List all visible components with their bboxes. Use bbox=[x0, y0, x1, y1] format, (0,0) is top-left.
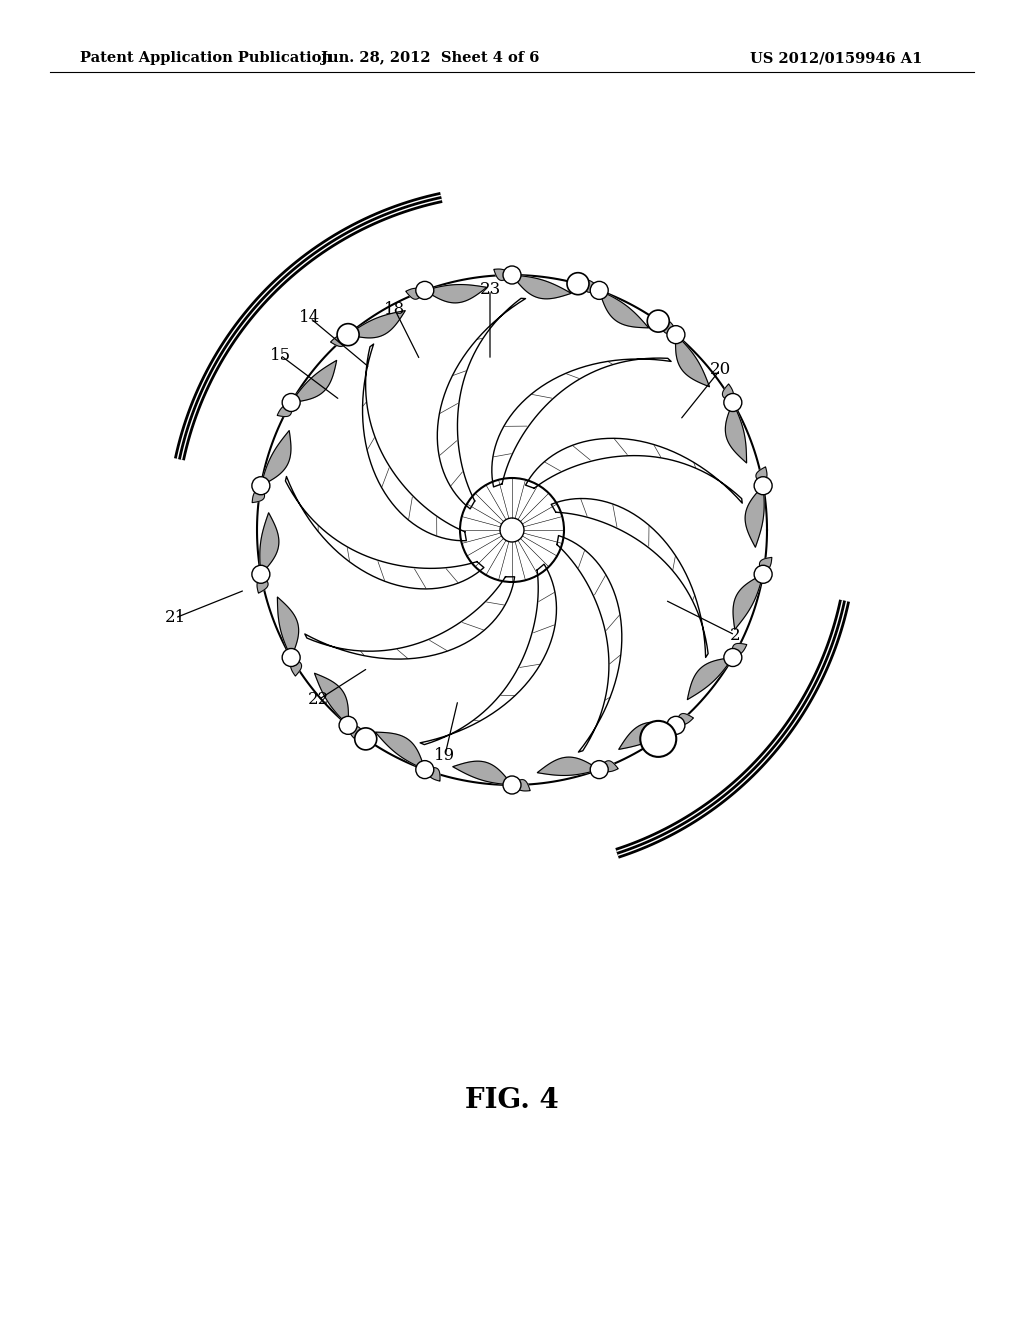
Circle shape bbox=[590, 760, 608, 779]
Polygon shape bbox=[512, 275, 571, 298]
Text: 2: 2 bbox=[730, 627, 740, 644]
Polygon shape bbox=[314, 673, 348, 726]
Polygon shape bbox=[348, 726, 361, 742]
Polygon shape bbox=[437, 298, 525, 508]
Circle shape bbox=[252, 565, 270, 583]
Polygon shape bbox=[331, 335, 348, 346]
Text: 22: 22 bbox=[307, 692, 329, 709]
Circle shape bbox=[339, 326, 357, 343]
Polygon shape bbox=[538, 758, 599, 775]
Polygon shape bbox=[725, 403, 746, 463]
Text: 20: 20 bbox=[710, 362, 731, 379]
Polygon shape bbox=[425, 768, 440, 781]
Polygon shape bbox=[278, 403, 292, 417]
Polygon shape bbox=[551, 499, 709, 657]
Polygon shape bbox=[291, 360, 337, 403]
Circle shape bbox=[283, 393, 300, 412]
Text: 15: 15 bbox=[269, 346, 291, 363]
Polygon shape bbox=[599, 760, 618, 772]
Circle shape bbox=[590, 281, 608, 300]
Polygon shape bbox=[722, 384, 733, 403]
Polygon shape bbox=[494, 269, 512, 280]
Circle shape bbox=[416, 760, 434, 779]
Circle shape bbox=[667, 717, 685, 734]
Polygon shape bbox=[745, 486, 764, 548]
Text: FIG. 4: FIG. 4 bbox=[465, 1086, 559, 1114]
Circle shape bbox=[354, 727, 377, 750]
Text: Jun. 28, 2012  Sheet 4 of 6: Jun. 28, 2012 Sheet 4 of 6 bbox=[321, 51, 540, 65]
Polygon shape bbox=[257, 574, 268, 593]
Polygon shape bbox=[406, 288, 425, 300]
Circle shape bbox=[647, 310, 670, 333]
Text: US 2012/0159946 A1: US 2012/0159946 A1 bbox=[750, 51, 923, 65]
Circle shape bbox=[252, 477, 270, 495]
Polygon shape bbox=[260, 512, 279, 574]
Polygon shape bbox=[291, 657, 302, 676]
Text: 14: 14 bbox=[299, 309, 321, 326]
Polygon shape bbox=[420, 564, 556, 744]
Polygon shape bbox=[252, 486, 264, 503]
Polygon shape bbox=[732, 643, 746, 657]
Circle shape bbox=[503, 267, 521, 284]
Circle shape bbox=[337, 323, 359, 346]
Text: 19: 19 bbox=[434, 747, 456, 763]
Polygon shape bbox=[557, 536, 622, 752]
Text: 18: 18 bbox=[384, 301, 406, 318]
Polygon shape bbox=[261, 430, 291, 486]
Polygon shape bbox=[278, 597, 299, 657]
Text: Patent Application Publication: Patent Application Publication bbox=[80, 51, 332, 65]
Polygon shape bbox=[348, 310, 406, 338]
Polygon shape bbox=[756, 467, 767, 486]
Polygon shape bbox=[663, 318, 676, 335]
Polygon shape bbox=[362, 345, 466, 541]
Circle shape bbox=[724, 648, 741, 667]
Polygon shape bbox=[760, 557, 772, 574]
Circle shape bbox=[503, 776, 521, 795]
Polygon shape bbox=[425, 285, 486, 302]
Polygon shape bbox=[676, 714, 693, 726]
Circle shape bbox=[416, 281, 434, 300]
Polygon shape bbox=[305, 577, 515, 659]
Circle shape bbox=[754, 565, 772, 583]
Polygon shape bbox=[512, 780, 530, 791]
Polygon shape bbox=[492, 358, 671, 487]
Polygon shape bbox=[376, 733, 425, 770]
Circle shape bbox=[724, 393, 741, 412]
Polygon shape bbox=[733, 574, 763, 630]
Circle shape bbox=[640, 721, 676, 756]
Polygon shape bbox=[618, 722, 676, 750]
Polygon shape bbox=[676, 335, 710, 387]
Polygon shape bbox=[599, 290, 648, 327]
Circle shape bbox=[667, 326, 685, 343]
Text: 23: 23 bbox=[479, 281, 501, 298]
Polygon shape bbox=[687, 657, 733, 700]
Circle shape bbox=[283, 648, 300, 667]
Circle shape bbox=[339, 717, 357, 734]
Circle shape bbox=[754, 477, 772, 495]
Polygon shape bbox=[453, 762, 512, 785]
Text: 21: 21 bbox=[165, 610, 185, 627]
Polygon shape bbox=[584, 279, 599, 292]
Polygon shape bbox=[286, 477, 484, 589]
Circle shape bbox=[567, 273, 589, 294]
Polygon shape bbox=[525, 438, 742, 503]
